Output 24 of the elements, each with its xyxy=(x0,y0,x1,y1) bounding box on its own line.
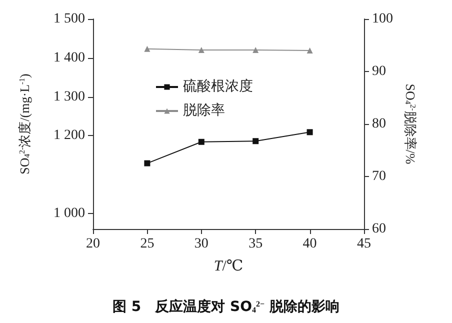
legend-label: 硫酸根浓度 xyxy=(183,78,253,94)
x-tick-label: 25 xyxy=(140,236,154,252)
x-tick-label: 40 xyxy=(302,236,317,252)
point xyxy=(198,138,204,145)
x-tick-label: 35 xyxy=(248,236,263,252)
y2-tick-label: 70 xyxy=(372,169,386,184)
y2-tick-label: 60 xyxy=(372,222,386,236)
x-tick-label: 45 xyxy=(357,236,371,252)
y-tick-label: 1 300 xyxy=(54,89,85,104)
y2-tick-label: 90 xyxy=(372,64,386,79)
point xyxy=(306,129,313,136)
x-tick-label: 30 xyxy=(194,236,208,252)
y-tick-label: 1 200 xyxy=(54,128,85,144)
x-tick-label: 20 xyxy=(86,236,100,252)
text: 图 5 反应温度对 SO42− 脱除的影响 xyxy=(112,298,340,315)
y2-tick-label: 100 xyxy=(372,12,393,26)
point xyxy=(144,160,150,166)
y-tick-label: 1 500 xyxy=(54,12,85,26)
x-axis-title: T/℃ xyxy=(214,258,244,274)
y2-tick-label: 80 xyxy=(372,116,386,132)
legend-label: 脱除率 xyxy=(183,102,225,118)
y-tick-label: 1 400 xyxy=(54,50,85,66)
point xyxy=(252,138,259,144)
y-tick-label: 1 000 xyxy=(54,206,85,221)
